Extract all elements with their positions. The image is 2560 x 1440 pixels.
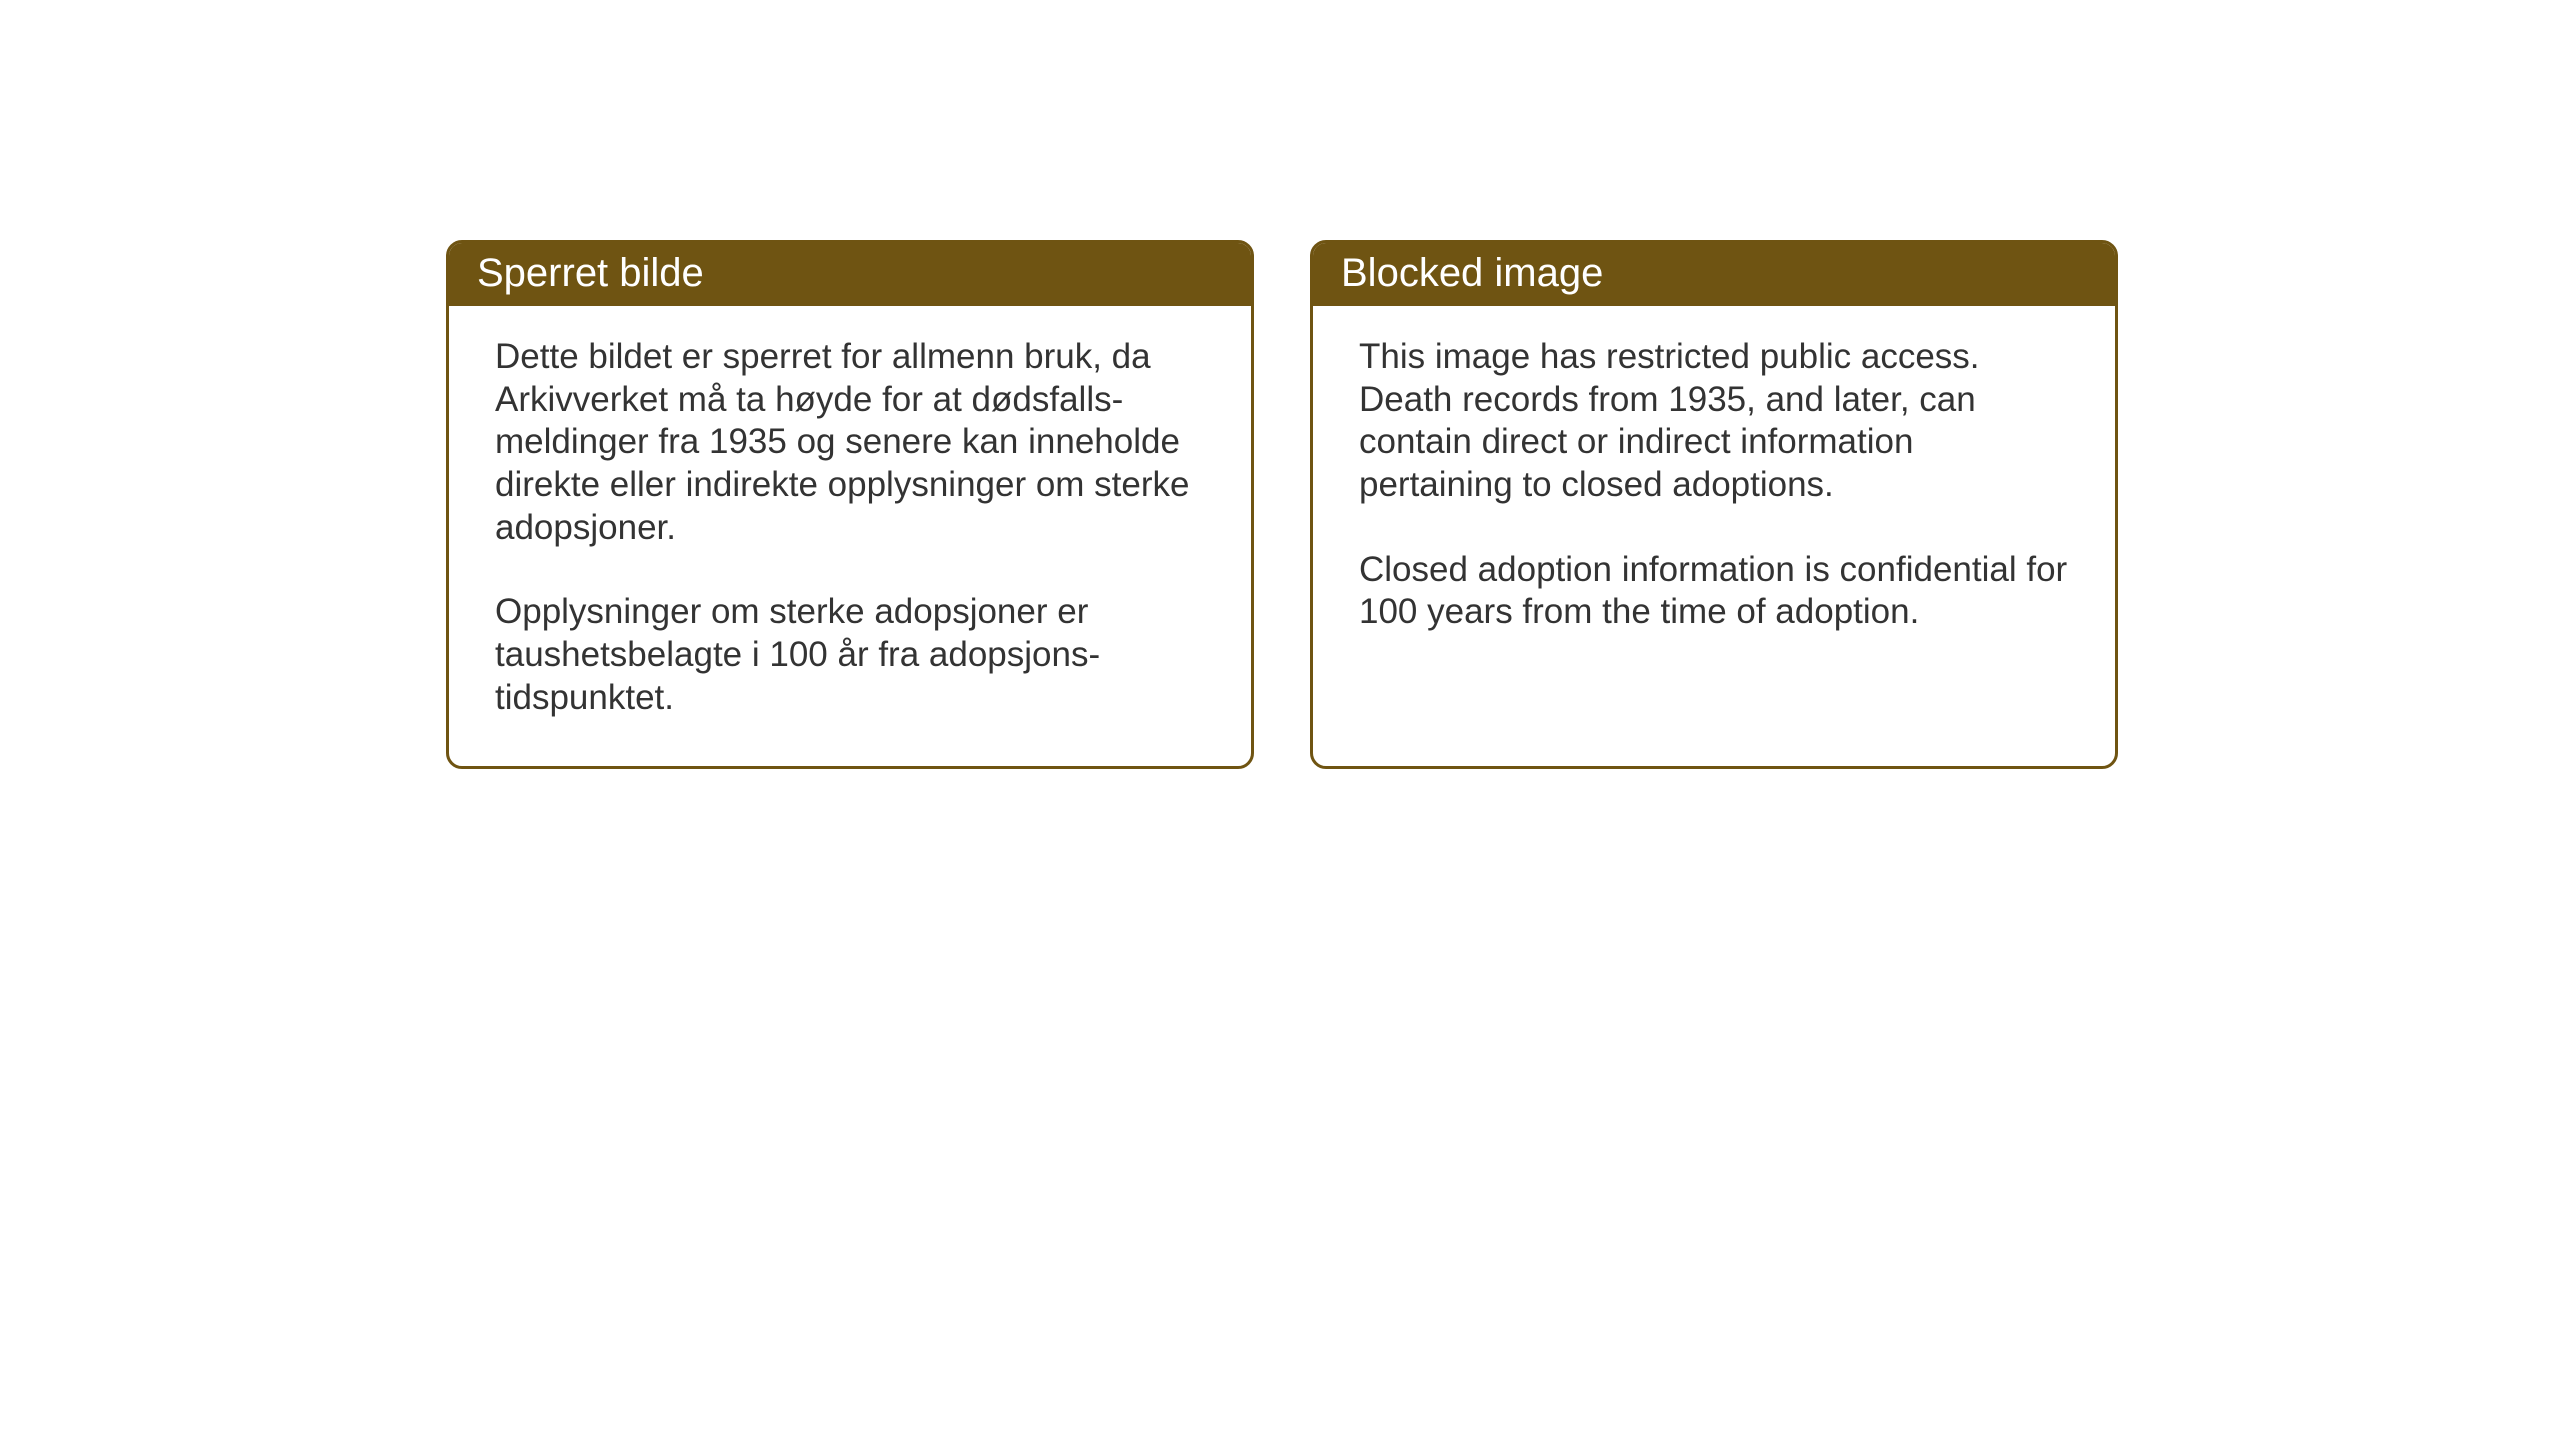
card-paragraph-2: Closed adoption information is confident… bbox=[1359, 549, 2069, 634]
card-title: Sperret bilde bbox=[477, 251, 704, 295]
card-header-english: Blocked image bbox=[1313, 243, 2115, 306]
card-paragraph-1: This image has restricted public access.… bbox=[1359, 336, 2069, 507]
notice-card-norwegian: Sperret bilde Dette bildet er sperret fo… bbox=[446, 240, 1254, 769]
card-header-norwegian: Sperret bilde bbox=[449, 243, 1251, 306]
card-body-norwegian: Dette bildet er sperret for allmenn bruk… bbox=[449, 306, 1251, 766]
notice-container: Sperret bilde Dette bildet er sperret fo… bbox=[446, 240, 2118, 769]
card-paragraph-1: Dette bildet er sperret for allmenn bruk… bbox=[495, 336, 1205, 549]
card-body-english: This image has restricted public access.… bbox=[1313, 306, 2115, 680]
card-title: Blocked image bbox=[1341, 251, 1603, 295]
card-paragraph-2: Opplysninger om sterke adopsjoner er tau… bbox=[495, 591, 1205, 719]
notice-card-english: Blocked image This image has restricted … bbox=[1310, 240, 2118, 769]
